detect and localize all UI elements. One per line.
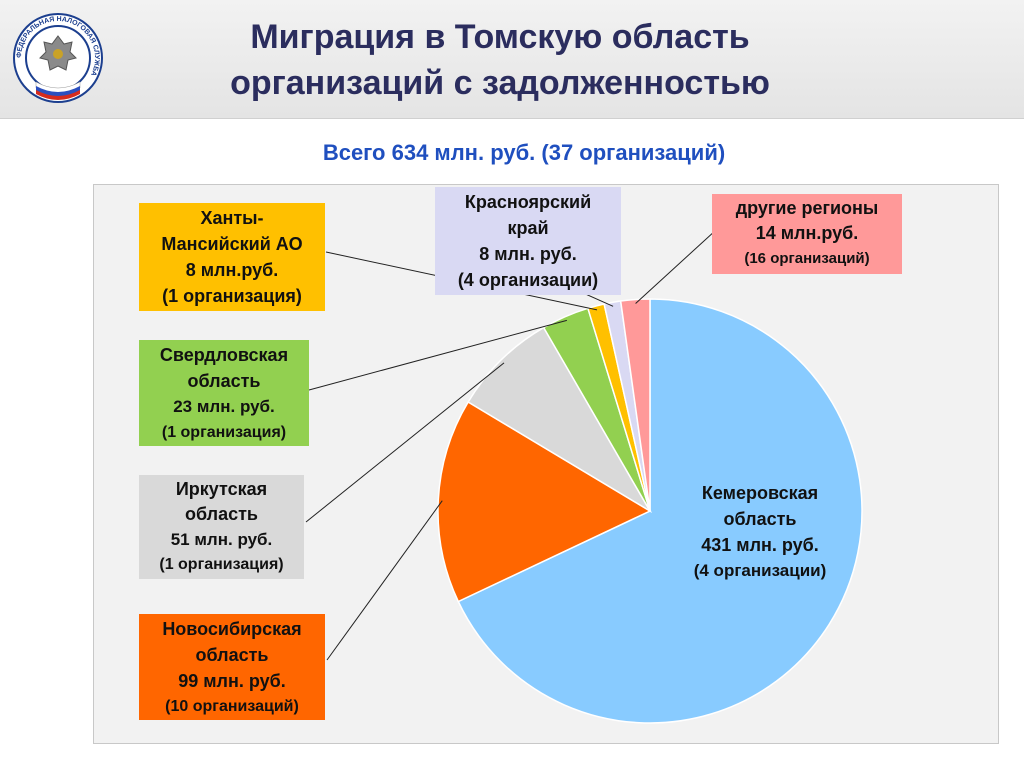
slice-label-line: область [184, 504, 258, 524]
slice-label-line: 99 млн. руб. [178, 671, 286, 691]
title-line-2: организаций с задолженностью [230, 64, 770, 102]
slice-label-line: 23 млн. руб. [173, 397, 275, 416]
header-bar: ФЕДЕРАЛЬНАЯ НАЛОГОВАЯ СЛУЖБА Миграция в … [0, 0, 1024, 119]
slice-label-2: Новосибирская область 99 млн. руб. (10 орга… [139, 614, 325, 720]
slice-label-6: Красноярский край 8 млн. руб. (4 организаци… [435, 187, 621, 295]
slice-label-5: Ханты- Мансийский АО 8 млн.руб. (1 организа… [139, 203, 325, 311]
slice-label-line: (4 организации) [457, 270, 599, 290]
slice-label-1: Кемеровская область 431 млн. руб. (4 органи… [665, 478, 855, 588]
slice-label-line: Мансийский АО [161, 234, 303, 254]
slice-label-line: 431 млн. руб. [701, 535, 819, 555]
leader-line-7 [635, 229, 717, 304]
slice-label-line: 14 млн.руб. [755, 223, 859, 243]
slice-label-line: Красноярский [464, 192, 592, 212]
slice-label-line: (1 организация) [162, 286, 302, 306]
slice-label-7: другие регионы 14 млн.руб. (16 организаций… [712, 194, 902, 274]
slice-label-4: Свердловская область 23 млн. руб. (1 органи… [139, 340, 309, 446]
leader-line-4 [308, 319, 567, 391]
chart-subtitle: Всего 634 млн. руб. (37 организаций) [322, 140, 726, 165]
slice-label-line: 8 млн. руб. [479, 244, 577, 264]
title-line-1: Миграция в Томскую область [250, 18, 750, 56]
pie-slice-3 [467, 326, 653, 514]
slice-label-line: 8 млн.руб. [185, 260, 279, 280]
slice-label-line: 51 млн. руб. [170, 530, 273, 549]
slice-label-line: (1 организация) [161, 424, 287, 441]
slice-label-line: другие регионы [735, 198, 879, 218]
slice-label-3: Иркутская область 51 млн. руб. (1 организац… [139, 475, 304, 579]
slice-label-line: край [507, 218, 549, 238]
fns-emblem-logo: ФЕДЕРАЛЬНАЯ НАЛОГОВАЯ СЛУЖБА [12, 12, 104, 109]
pie-slice-2 [437, 400, 652, 603]
slice-label-line: область [723, 509, 797, 529]
slice-label-line: Ханты- [200, 208, 264, 228]
leader-line-3 [305, 362, 505, 523]
pie-slice-7 [619, 298, 651, 512]
pie-slice-1 [457, 298, 863, 724]
slice-label-line: Свердловская [159, 345, 289, 365]
slice-label-line: (1 организация) [159, 556, 284, 573]
page-title: Миграция в Томскую область организаций с… [150, 14, 850, 106]
slice-label-line: (10 организаций) [165, 698, 299, 715]
slice-label-line: Кемеровская [701, 483, 819, 503]
slice-label-line: Иркутская [175, 479, 268, 499]
slice-label-line: область [187, 371, 261, 391]
slice-label-line: (16 организаций) [744, 250, 870, 267]
slice-label-line: Новосибирская [162, 619, 302, 639]
slice-label-line: область [195, 645, 269, 665]
slice-label-line: (4 организации) [693, 561, 827, 580]
leader-line-2 [326, 500, 443, 661]
